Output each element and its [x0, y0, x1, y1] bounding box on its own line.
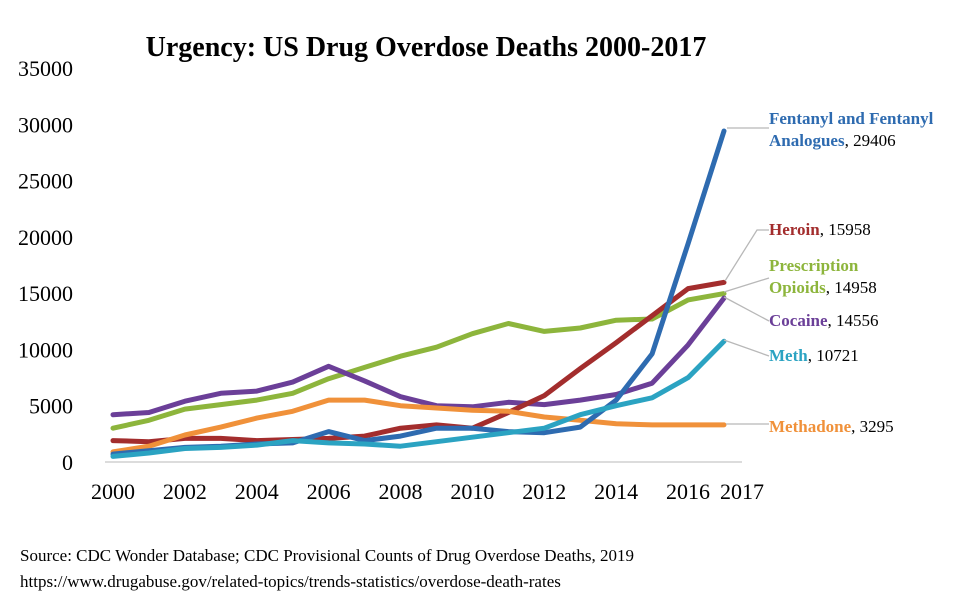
- x-tick-label: 2014: [594, 479, 638, 504]
- series-line-meth: [110, 338, 727, 459]
- x-tick-label: 2004: [235, 479, 279, 504]
- series-line-cocaine: [110, 295, 727, 418]
- x-tick-label: 2002: [163, 479, 207, 504]
- series-label-name: Methadone: [769, 417, 852, 436]
- series-label-value: 10721: [816, 346, 859, 365]
- y-tick-label: 35000: [18, 56, 73, 81]
- series-label-sep: ,: [826, 278, 835, 297]
- series-label-meth: Meth, 10721: [769, 346, 859, 365]
- x-tick-label: 2012: [522, 479, 566, 504]
- y-tick-label: 30000: [18, 112, 73, 137]
- source-note: Source: CDC Wonder Database; CDC Provisi…: [20, 546, 635, 565]
- series-label-heroin: Heroin, 15958: [769, 220, 871, 239]
- leader-cocaine: [723, 296, 770, 322]
- x-tick-label: 2008: [379, 479, 423, 504]
- series-label-name: Fentanyl and Fentanyl: [769, 109, 934, 128]
- series-labels: Fentanyl and Fentanyl Analogues, 29406 Her…: [769, 109, 934, 436]
- x-tick-label: 2000: [91, 479, 135, 504]
- series-line-prescription-opioids: [110, 291, 727, 431]
- source-url: https://www.drugabuse.gov/related-topics…: [20, 572, 561, 591]
- series-label-value: 14958: [834, 278, 877, 297]
- series-layer: [110, 128, 727, 459]
- series-label-value: 29406: [853, 131, 896, 150]
- series-label-sep: ,: [828, 311, 837, 330]
- leader-heroin: [724, 229, 769, 282]
- series-line-methadone: [110, 397, 727, 455]
- x-tick-label: 2010: [450, 479, 494, 504]
- y-axis: 0 5000 10000 15000 20000 25000 30000 35000: [18, 56, 73, 475]
- series-label-name: Cocaine: [769, 311, 828, 330]
- series-label-prescription-opioids: Prescription Opioids, 14958: [769, 256, 877, 297]
- series-label-name: Analogues: [769, 131, 845, 150]
- leader-meth: [723, 339, 770, 357]
- series-label-sep: ,: [845, 131, 854, 150]
- series-label-fentanyl-and-fentanyl-analogues: Fentanyl and Fentanyl Analogues, 29406: [769, 109, 934, 150]
- series-label-cocaine: Cocaine, 14556: [769, 311, 879, 330]
- series-label-sep: ,: [808, 346, 817, 365]
- y-tick-label: 0: [62, 450, 73, 475]
- x-axis: 2000 2002 2004 2006 2008 2010 2012 2014 2016 2017: [91, 461, 764, 504]
- series-label-methadone: Methadone, 3295: [769, 417, 894, 436]
- series-label-sep: ,: [820, 220, 829, 239]
- y-tick-label: 15000: [18, 281, 73, 306]
- series-label-name: Heroin: [769, 220, 820, 239]
- x-tick-label: 2017: [720, 479, 764, 504]
- y-tick-label: 25000: [18, 169, 73, 194]
- series-label-name: Opioids: [769, 278, 826, 297]
- y-tick-label: 5000: [29, 394, 73, 419]
- series-label-value: 15958: [828, 220, 871, 239]
- chart-title: Urgency: US Drug Overdose Deaths 2000-20…: [146, 32, 707, 63]
- series-line-heroin: [110, 279, 727, 445]
- series-label-value: 3295: [860, 417, 894, 436]
- series-label-name: Meth: [769, 346, 808, 365]
- leader-lines: [723, 127, 770, 425]
- x-tick-label: 2016: [666, 479, 710, 504]
- series-label-name: Prescription: [769, 256, 859, 275]
- y-tick-label: 10000: [18, 337, 73, 362]
- y-tick-label: 20000: [18, 225, 73, 250]
- series-label-value: 14556: [836, 311, 879, 330]
- series-label-sep: ,: [851, 417, 860, 436]
- leader-prescription-opioids: [723, 277, 770, 293]
- x-tick-label: 2006: [307, 479, 351, 504]
